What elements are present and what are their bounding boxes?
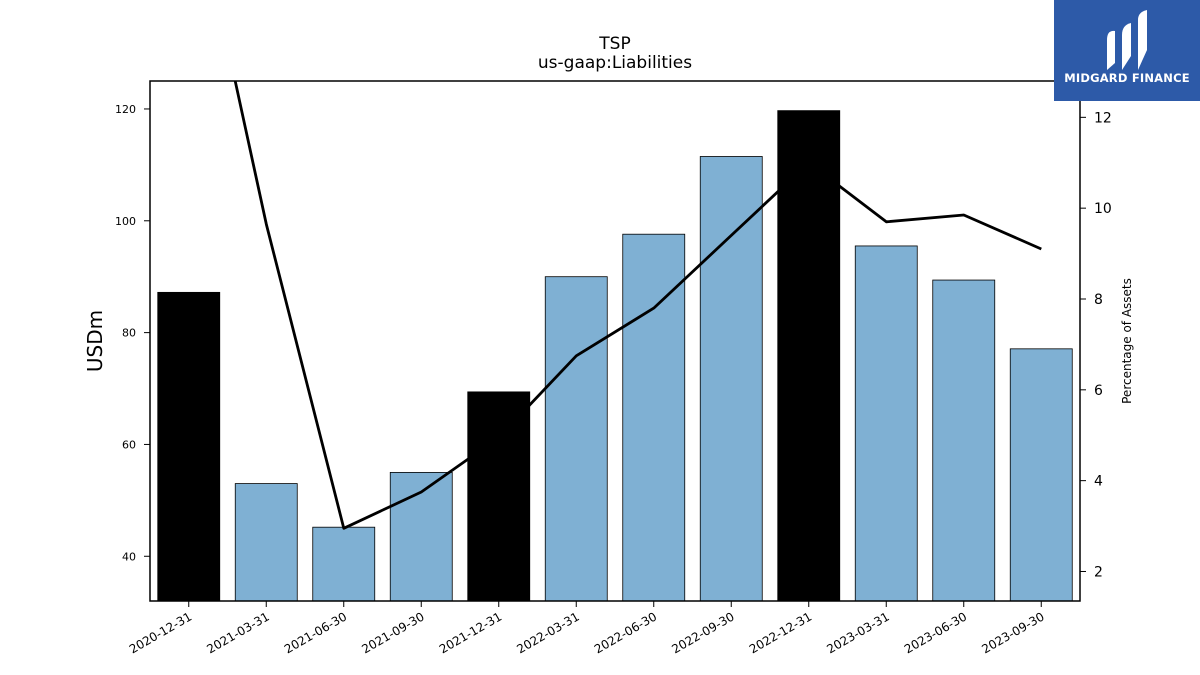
bar-2021-06-30 [312, 526, 376, 602]
x-tick-label-2022-06-30: 2022-06-30 [592, 609, 659, 656]
bar-2021-09-30 [389, 471, 453, 602]
bar-2022-06-30 [622, 233, 686, 602]
y2-axis-label: Percentage of Assets [1120, 278, 1134, 404]
x-tick-label-2023-03-31: 2023-03-31 [824, 609, 891, 656]
x-tick-label-2022-12-31: 2022-12-31 [747, 609, 814, 656]
chart-subtitle: us-gaap:Liabilities [538, 53, 692, 73]
x-tick-label-2022-09-30: 2022-09-30 [669, 609, 736, 656]
x-tick-label-2023-06-30: 2023-06-30 [902, 609, 969, 656]
chart-title: TSP [598, 34, 630, 54]
y-axis-label: USDm [83, 310, 107, 372]
bars-group [157, 110, 1073, 602]
bar-2021-03-31 [234, 483, 298, 602]
bar-2021-12-31 [467, 391, 531, 602]
logo-text: MIDGARD FINANCE [1064, 71, 1190, 85]
bar-2020-12-31 [157, 291, 221, 602]
y2-tick-label-10: 10 [1094, 201, 1112, 217]
y2-tick-label-4: 4 [1094, 474, 1103, 490]
bar-2023-06-30 [932, 279, 996, 602]
x-tick-label-2021-12-31: 2021-12-31 [437, 609, 504, 656]
x-tick-label-2021-06-30: 2021-06-30 [282, 609, 349, 656]
left-axis: 40 60 80 100 120 [115, 103, 150, 563]
bar-2023-03-31 [854, 245, 918, 602]
bar-2022-12-31 [777, 110, 841, 602]
y2-tick-label-6: 6 [1094, 383, 1103, 399]
x-axis: 2020-12-31 2021-03-31 2021-06-30 2021-09-30… [127, 601, 1047, 656]
x-tick-label-2021-09-30: 2021-09-30 [359, 609, 426, 656]
right-axis: 2 4 6 8 10 12 [1080, 110, 1112, 580]
y2-tick-label-8: 8 [1094, 292, 1103, 308]
bar-2022-09-30 [699, 156, 763, 602]
y-tick-label-40: 40 [122, 550, 136, 563]
y-tick-label-60: 60 [122, 438, 136, 451]
line-series-percentage [233, 81, 1042, 530]
x-tick-label-2020-12-31: 2020-12-31 [127, 609, 194, 656]
plot-frame [149, 80, 1081, 602]
y-tick-label-120: 120 [115, 103, 136, 116]
x-tick-label-2022-03-31: 2022-03-31 [514, 609, 581, 656]
logo-mark-icon [1107, 10, 1147, 70]
x-tick-label-2021-03-31: 2021-03-31 [204, 609, 271, 656]
y2-tick-label-2: 2 [1094, 564, 1103, 580]
bar-2023-09-30 [1009, 348, 1073, 602]
x-tick-label-2023-09-30: 2023-09-30 [979, 609, 1046, 656]
line-group [233, 81, 1042, 530]
logo: MIDGARD FINANCE [1054, 0, 1200, 101]
y2-tick-label-12: 12 [1094, 110, 1112, 126]
bar-2022-03-31 [544, 276, 608, 602]
y-tick-label-80: 80 [122, 327, 136, 340]
y-tick-label-100: 100 [115, 215, 136, 228]
